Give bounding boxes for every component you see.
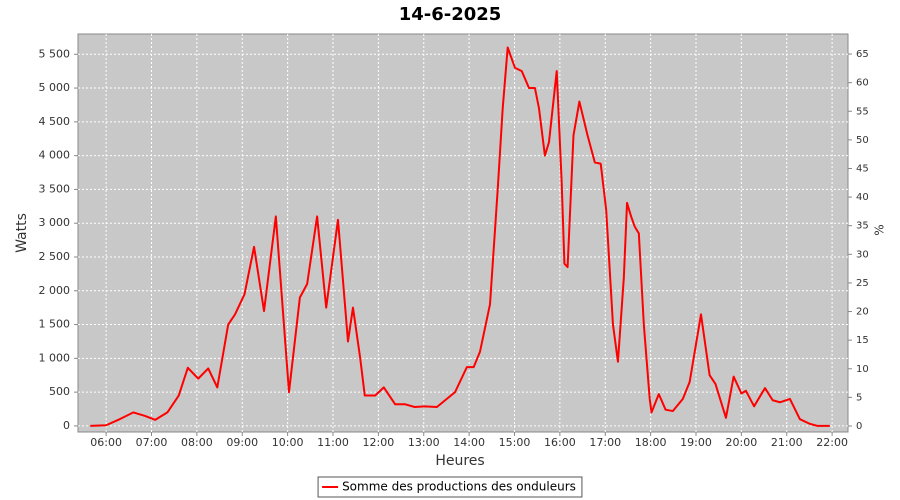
y-tick-label: 500	[49, 385, 70, 398]
y2-tick-label: 65	[856, 49, 869, 60]
x-tick-label: 18:00	[635, 436, 667, 449]
x-tick-label: 21:00	[771, 436, 803, 449]
legend-label: Somme des productions des onduleurs	[342, 480, 576, 494]
x-tick-label: 07:00	[136, 436, 168, 449]
y2-tick-label: 30	[856, 249, 869, 260]
legend	[317, 476, 583, 498]
y-tick-label: 0	[63, 419, 70, 432]
y-tick-label: 1 500	[39, 318, 71, 331]
y2-tick-label: 35	[856, 221, 869, 232]
y2-tick-label: 20	[856, 307, 869, 318]
x-tick-label: 16:00	[544, 436, 576, 449]
x-tick-label: 19:00	[680, 436, 712, 449]
y-tick-label: 5 500	[39, 47, 71, 60]
x-tick-label: 08:00	[181, 436, 213, 449]
x-tick-label: 14:00	[453, 436, 485, 449]
chart-title: 14-6-2025	[399, 4, 502, 25]
y-axis-label: Watts	[14, 213, 30, 253]
y-tick-label: 4 500	[39, 115, 71, 128]
y2-tick-label: 0	[856, 421, 862, 432]
y-tick-label: 1 000	[39, 351, 71, 364]
y2-tick-label: 15	[856, 335, 869, 346]
x-tick-label: 17:00	[589, 436, 621, 449]
y2-tick-label: 60	[856, 78, 869, 89]
y-tick-label: 2 500	[39, 250, 71, 263]
line	[90, 46, 830, 427]
x-tick-label: 13:00	[408, 436, 440, 449]
y2-tick-label: 50	[856, 135, 869, 146]
x-tick-label: 12:00	[363, 436, 395, 449]
x-tick-label: 15:00	[499, 436, 531, 449]
y-tick-label: 4 000	[39, 149, 71, 162]
y2-tick-label: 10	[856, 364, 869, 375]
plot-area	[77, 33, 849, 433]
x-tick-label: 09:00	[226, 436, 258, 449]
x-tick-label: 11:00	[317, 436, 349, 449]
y-tick-label: 2 000	[39, 284, 71, 297]
y-tick-label: 5 000	[39, 81, 71, 94]
x-tick-label: 22:00	[816, 436, 848, 449]
y2-tick-label: 5	[856, 392, 862, 403]
x-tick-label: 06:00	[90, 436, 122, 449]
x-tick-label: 10:00	[272, 436, 304, 449]
x-tick-label: 20:00	[726, 436, 758, 449]
y-tick-label: 3 500	[39, 182, 71, 195]
y2-axis-label: %	[873, 224, 887, 235]
y2-tick-label: 55	[856, 106, 869, 117]
y2-tick-label: 25	[856, 278, 869, 289]
y2-tick-label: 40	[856, 192, 869, 203]
y2-tick-label: 45	[856, 163, 869, 174]
y-tick-label: 3 000	[39, 216, 71, 229]
x-axis-label: Heures	[435, 453, 484, 469]
